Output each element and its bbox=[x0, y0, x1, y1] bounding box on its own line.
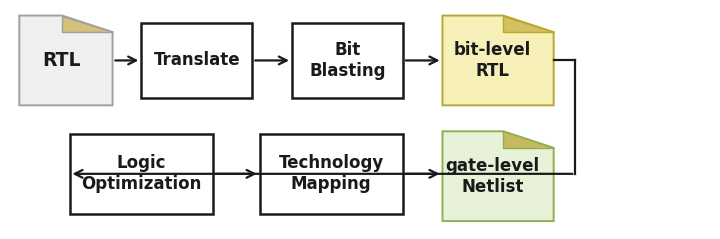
Polygon shape bbox=[443, 16, 554, 105]
Polygon shape bbox=[443, 131, 554, 221]
Polygon shape bbox=[503, 16, 554, 32]
Text: Logic
Optimization: Logic Optimization bbox=[81, 154, 202, 193]
Polygon shape bbox=[63, 16, 112, 32]
Text: Bit
Blasting: Bit Blasting bbox=[309, 41, 386, 80]
Bar bbox=[141, 23, 253, 98]
Text: Technology
Mapping: Technology Mapping bbox=[279, 154, 384, 193]
Bar bbox=[260, 134, 403, 214]
Text: gate-level
Netlist: gate-level Netlist bbox=[446, 157, 539, 196]
Text: Translate: Translate bbox=[153, 51, 240, 70]
Polygon shape bbox=[19, 16, 112, 105]
Text: bit-level
RTL: bit-level RTL bbox=[454, 41, 531, 80]
Bar bbox=[292, 23, 403, 98]
Polygon shape bbox=[503, 131, 554, 148]
Text: RTL: RTL bbox=[42, 51, 81, 70]
Bar bbox=[70, 134, 213, 214]
